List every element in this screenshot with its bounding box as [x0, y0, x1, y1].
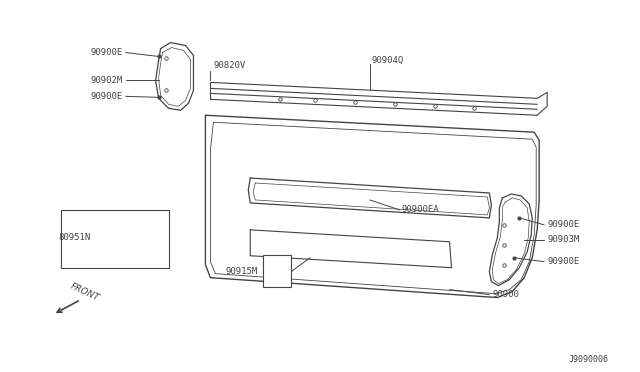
Text: 90900E: 90900E — [547, 220, 579, 230]
Text: 90900E: 90900E — [547, 257, 579, 266]
Text: 90900EA: 90900EA — [402, 205, 439, 214]
Text: 90902M: 90902M — [90, 76, 123, 85]
Text: 90820V: 90820V — [213, 61, 246, 70]
Text: 90915M: 90915M — [226, 267, 258, 276]
Text: J9090006: J9090006 — [569, 355, 609, 364]
Text: 90900E: 90900E — [90, 92, 123, 101]
Text: 90903M: 90903M — [547, 235, 579, 244]
Text: 90904Q: 90904Q — [372, 56, 404, 65]
Text: 90900E: 90900E — [90, 48, 123, 57]
Text: 80951N: 80951N — [58, 233, 90, 242]
Text: 90900: 90900 — [492, 290, 519, 299]
Bar — [263, 255, 291, 286]
Bar — [61, 210, 168, 268]
Text: FRONT: FRONT — [69, 281, 100, 302]
